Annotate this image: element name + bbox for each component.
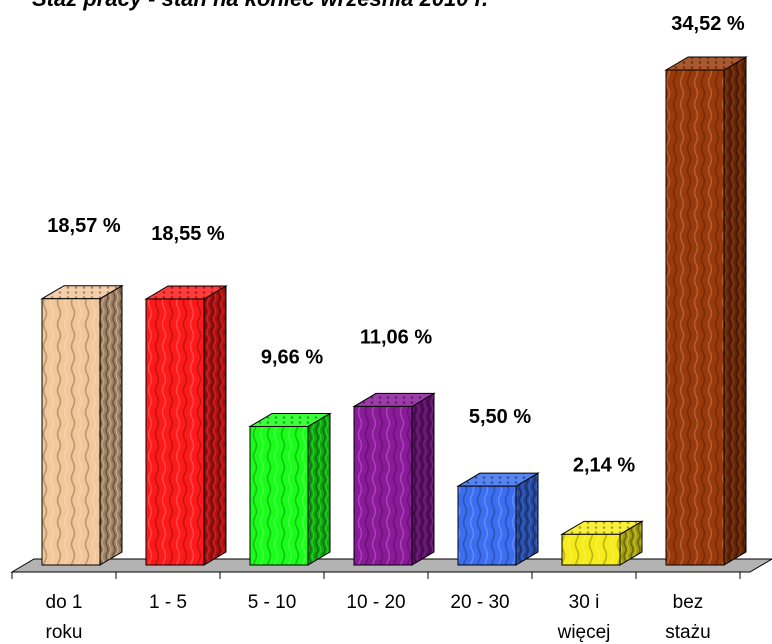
bar-side-1 (203, 285, 227, 566)
bar-front-2 (249, 425, 309, 566)
data-label-0: 18,57 % (47, 215, 121, 237)
x-tick-label-5: 30 i (569, 592, 600, 613)
bar-side-0 (99, 284, 123, 566)
bar-front-3 (353, 405, 413, 566)
bar-3 (352, 392, 436, 566)
x-tick-label-6: bez (673, 592, 704, 613)
x-tick-label-3: 10 - 20 (346, 592, 405, 613)
data-label-2: 9,66 % (261, 346, 323, 368)
x-tick-label-5-line2: więcej (557, 622, 611, 643)
bar-front-4 (457, 485, 517, 566)
bar-5 (560, 520, 644, 566)
x-tick-label-1: 1 - 5 (149, 592, 187, 613)
bar-front-5 (561, 533, 621, 566)
data-label-5: 2,14 % (573, 454, 635, 476)
data-label-1: 18,55 % (151, 223, 225, 245)
bar-front-0 (41, 298, 101, 566)
bar-6 (664, 56, 748, 566)
data-label-4: 5,50 % (469, 406, 531, 428)
bar-2 (248, 412, 332, 566)
data-label-3: 11,06 % (360, 326, 433, 348)
x-tick-label-0: do 1 (46, 592, 83, 613)
x-tick-label-6-line2: stażu (665, 622, 710, 643)
bar-side-6 (723, 56, 747, 566)
bar-0 (40, 284, 124, 566)
bar-side-4 (515, 472, 539, 566)
bar-side-3 (411, 392, 435, 566)
bar-front-1 (145, 298, 205, 566)
x-tick-label-0-line2: roku (46, 622, 83, 643)
chart-title: Staż pracy - stan na koniec września 201… (32, 0, 488, 11)
x-tick-label-4: 20 - 30 (450, 592, 509, 613)
bar-front-6 (665, 69, 725, 566)
data-label-6: 34,52 % (671, 13, 745, 35)
bar-1 (144, 285, 228, 566)
bar-4 (456, 472, 540, 566)
x-tick-label-2: 5 - 10 (248, 592, 297, 613)
bar-side-2 (307, 412, 331, 566)
